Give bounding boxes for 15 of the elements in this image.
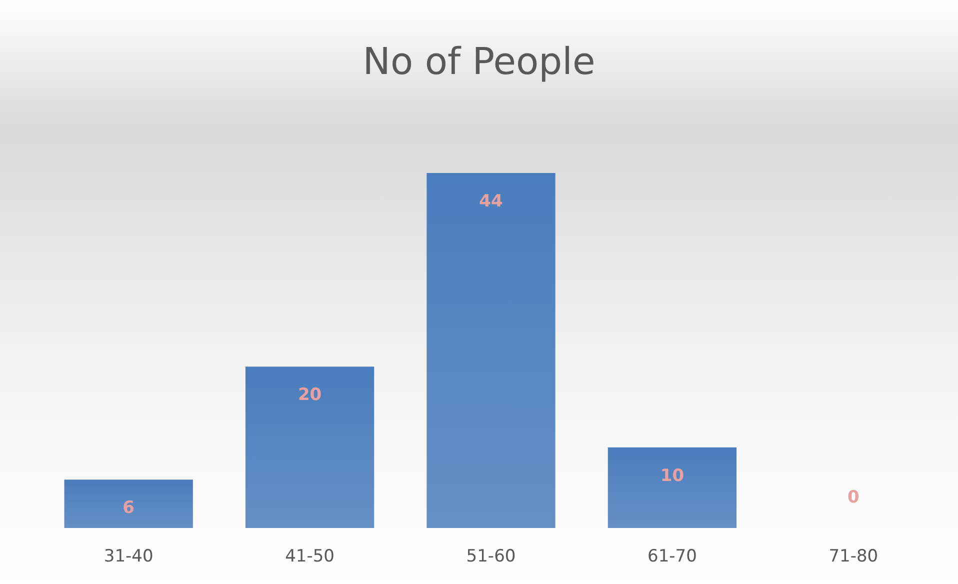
x-tick-label: 71-80 [828, 546, 878, 566]
bar [245, 366, 374, 528]
data-label: 0 [847, 488, 860, 508]
data-label: 44 [479, 192, 503, 212]
x-tick-label: 61-70 [647, 546, 697, 566]
bar [64, 480, 193, 528]
x-tick-label: 31-40 [104, 546, 154, 566]
bar [426, 173, 556, 528]
data-label: 10 [660, 466, 684, 486]
chart-title: No of People [362, 40, 596, 83]
data-label: 20 [298, 385, 322, 406]
x-tick-label: 41-50 [285, 546, 335, 566]
data-label: 6 [122, 498, 135, 518]
bar [608, 447, 737, 528]
x-tick-label: 51-60 [466, 546, 516, 566]
